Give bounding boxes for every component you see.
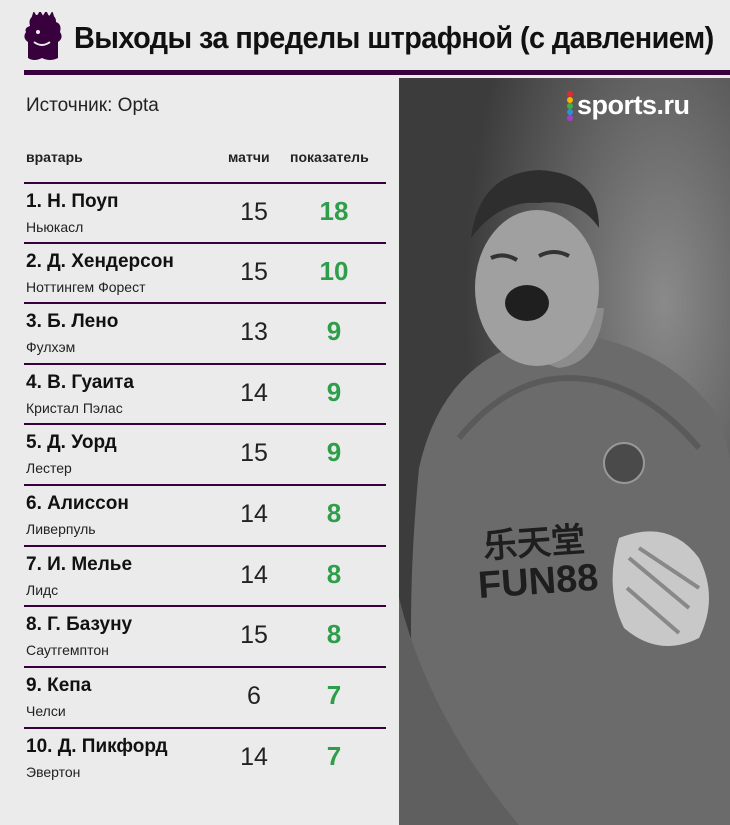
row-divider — [24, 545, 386, 547]
player-club: Ливерпуль — [26, 521, 96, 537]
table-row: 7. И. Мелье Лидс 14 8 — [24, 545, 386, 605]
table-row: 3. Б. Лено Фулхэм 13 9 — [24, 302, 386, 362]
player-club: Эвертон — [26, 764, 81, 780]
svg-text:乐天堂: 乐天堂 — [482, 521, 586, 566]
player-club: Ньюкасл — [26, 219, 84, 235]
player-matches: 14 — [240, 743, 268, 771]
player-value: 7 — [326, 741, 342, 771]
player-value: 8 — [326, 498, 342, 528]
player-silhouette: 乐天堂 FUN88 — [399, 78, 730, 825]
sports-ru-logo: sports.ru — [566, 90, 690, 121]
player-name: 10. Д. Пикфорд — [26, 736, 168, 757]
table-row: 5. Д. Уорд Лестер 15 9 — [24, 423, 386, 483]
player-name: 4. В. Гуаита — [26, 372, 134, 393]
row-divider — [24, 423, 386, 425]
player-value: 10 — [319, 256, 349, 286]
column-header-value: показатель — [290, 149, 369, 165]
player-matches: 15 — [240, 621, 268, 649]
player-matches: 14 — [240, 500, 268, 528]
player-matches: 13 — [240, 318, 268, 346]
player-matches: 14 — [240, 561, 268, 589]
player-club: Лидс — [26, 582, 59, 598]
player-name: 2. Д. Хендерсон — [26, 251, 174, 272]
player-name: 3. Б. Лено — [26, 311, 119, 332]
row-divider — [24, 363, 386, 365]
row-divider — [24, 182, 386, 184]
table-row: 6. Алиссон Ливерпуль 14 8 — [24, 484, 386, 544]
player-photo: 乐天堂 FUN88 — [399, 78, 730, 825]
page-title: Выходы за пределы штрафной (с давлением) — [74, 20, 714, 55]
player-club: Лестер — [26, 460, 72, 476]
header: Выходы за пределы штрафной (с давлением) — [0, 0, 730, 78]
header-divider — [24, 70, 730, 75]
player-matches: 6 — [247, 682, 261, 710]
player-value: 8 — [326, 559, 342, 589]
player-name: 5. Д. Уорд — [26, 432, 117, 453]
player-name: 8. Г. Базуну — [26, 614, 133, 635]
brand-name: sports.ru — [577, 90, 690, 120]
player-name: 7. И. Мелье — [26, 554, 133, 575]
brand-dots-icon — [566, 90, 574, 121]
row-divider — [24, 605, 386, 607]
source-label: Источник: Opta — [26, 95, 159, 116]
row-divider — [24, 484, 386, 486]
player-name: 6. Алиссон — [26, 493, 129, 514]
table-row: 4. В. Гуаита Кристал Пэлас 14 9 — [24, 363, 386, 423]
player-matches: 15 — [240, 258, 268, 286]
row-divider — [24, 666, 386, 668]
column-header-goalkeeper: вратарь — [26, 149, 83, 165]
player-club: Ноттингем Форест — [26, 279, 146, 295]
player-club: Кристал Пэлас — [26, 400, 123, 416]
player-name: 1. Н. Поуп — [26, 191, 119, 212]
player-value: 8 — [326, 619, 342, 649]
table-row: 1. Н. Поуп Ньюкасл 15 18 — [24, 182, 386, 242]
player-value: 18 — [319, 196, 349, 226]
player-matches: 15 — [240, 439, 268, 467]
player-club: Саутгемптон — [26, 642, 109, 658]
premier-league-lion-icon — [24, 12, 62, 60]
player-value: 9 — [326, 377, 342, 407]
svg-text:FUN88: FUN88 — [477, 557, 600, 607]
player-matches: 15 — [240, 198, 268, 226]
row-divider — [24, 727, 386, 729]
player-value: 7 — [326, 680, 342, 710]
player-club: Фулхэм — [26, 339, 76, 355]
table-row: 10. Д. Пикфорд Эвертон 14 7 — [24, 727, 386, 787]
table-row: 2. Д. Хендерсон Ноттингем Форест 15 10 — [24, 242, 386, 302]
row-divider — [24, 242, 386, 244]
table-row: 8. Г. Базуну Саутгемптон 15 8 — [24, 605, 386, 665]
player-matches: 14 — [240, 379, 268, 407]
table-row: 9. Кепа Челси 6 7 — [24, 666, 386, 726]
row-divider — [24, 302, 386, 304]
player-club: Челси — [26, 703, 66, 719]
player-value: 9 — [326, 316, 342, 346]
column-header-matches: матчи — [228, 149, 270, 165]
player-value: 9 — [326, 437, 342, 467]
player-name: 9. Кепа — [26, 675, 92, 696]
